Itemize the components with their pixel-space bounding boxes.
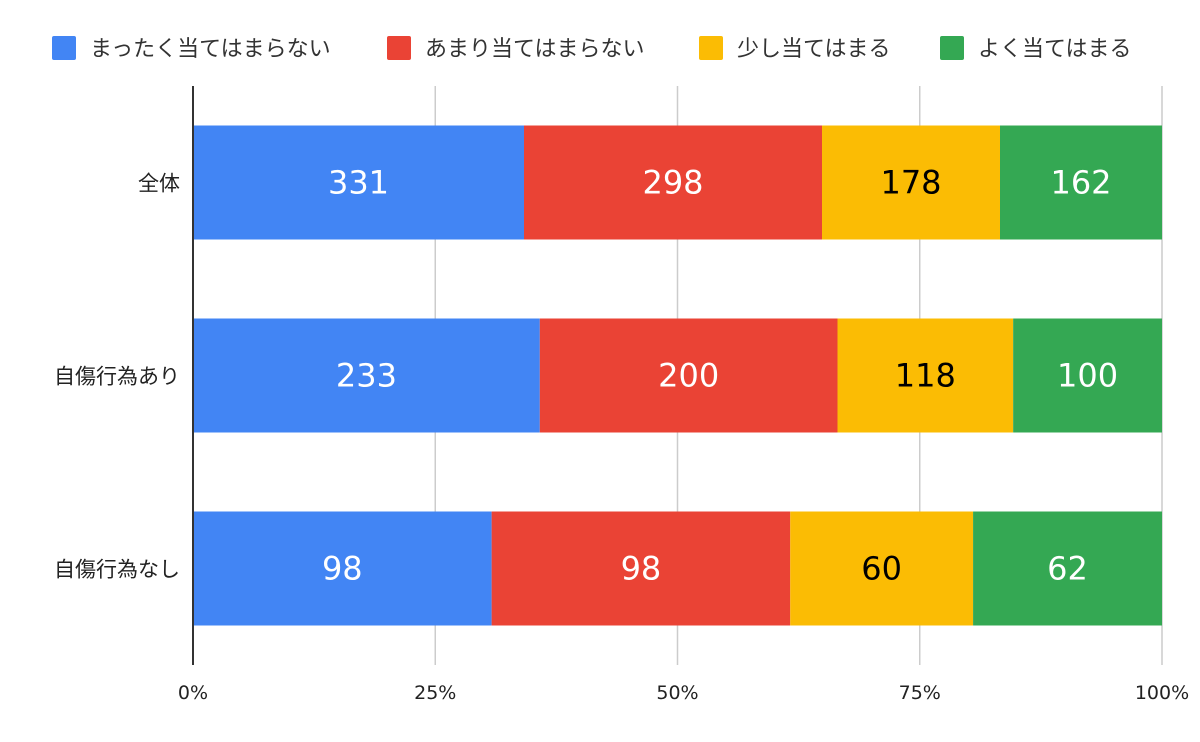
category-label: 自傷行為なし: [54, 558, 180, 582]
legend-swatch: [52, 36, 76, 60]
x-tick-label: 50%: [656, 682, 698, 704]
legend-label: あまり当てはまらない: [425, 37, 645, 62]
bar-data-label: 233: [336, 357, 397, 395]
bar-segment: [491, 511, 791, 626]
legend-item: 少し当てはまる: [699, 36, 891, 62]
bar-segment: [790, 511, 974, 626]
legend-label: よく当てはまる: [978, 37, 1132, 62]
bar-data-label: 178: [880, 164, 941, 202]
legend-label: まったく当てはまらない: [90, 37, 331, 62]
bar-data-label: 62: [1047, 550, 1088, 588]
x-tick-label: 0%: [178, 682, 208, 704]
bar-data-label: 200: [658, 357, 719, 395]
bar-segment: [524, 125, 822, 240]
bar-segment: [193, 318, 540, 433]
bar-data-label: 331: [328, 164, 389, 202]
legend-label: 少し当てはまる: [737, 37, 891, 62]
legend-swatch: [387, 36, 411, 60]
legend-swatch: [699, 36, 723, 60]
legend-item: あまり当てはまらない: [387, 36, 645, 62]
x-axis-ticks: 0% 25% 50% 75% 100%: [178, 682, 1189, 704]
bar-segment: [1000, 125, 1162, 240]
bars: 331 298 178 162 233 200 118 100 98 98 60 62: [193, 125, 1162, 626]
bar-data-label: 162: [1050, 164, 1111, 202]
legend-item: よく当てはまる: [940, 36, 1132, 62]
bar-segment: [539, 318, 838, 433]
bar-segment: [973, 511, 1162, 626]
x-tick-label: 25%: [414, 682, 456, 704]
bar-data-label: 98: [322, 550, 363, 588]
category-label: 全体: [138, 172, 180, 196]
bar-segment: [1013, 318, 1162, 433]
bar-data-label: 100: [1057, 357, 1118, 395]
bar-segment: [193, 125, 524, 240]
bar-segment: [193, 511, 492, 626]
legend: まったく当てはまらない あまり当てはまらない 少し当てはまる よく当てはまる: [52, 36, 1132, 62]
bar-data-label: 118: [895, 357, 956, 395]
x-tick-label: 100%: [1135, 682, 1189, 704]
legend-swatch: [940, 36, 964, 60]
bar-segment: [837, 318, 1014, 433]
category-label: 自傷行為あり: [54, 365, 180, 389]
x-tick-label: 75%: [899, 682, 941, 704]
bar-segment: [822, 125, 1000, 240]
bar-data-label: 298: [642, 164, 703, 202]
legend-item: まったく当てはまらない: [52, 36, 331, 62]
bar-data-label: 60: [861, 550, 902, 588]
bar-data-label: 98: [621, 550, 662, 588]
